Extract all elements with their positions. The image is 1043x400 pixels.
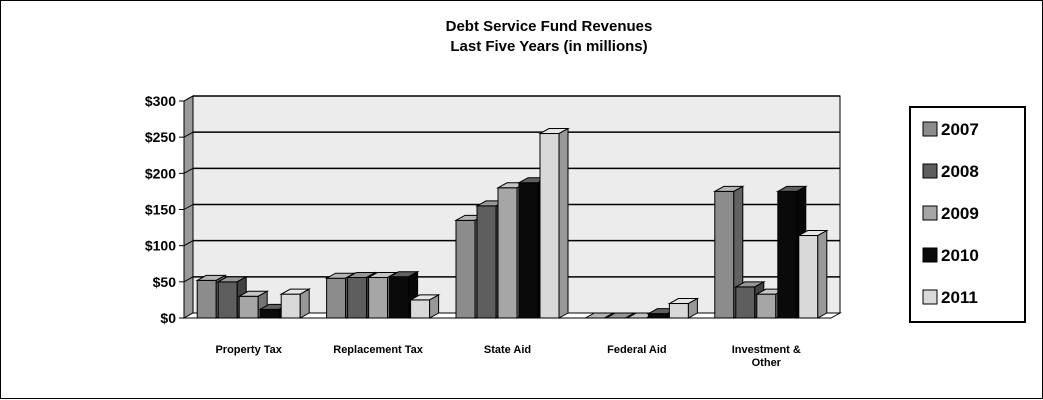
chart-title-line: Debt Service Fund Revenues <box>446 18 653 35</box>
legend-swatch <box>923 122 937 136</box>
legend-swatch <box>923 290 937 304</box>
bar-front <box>715 191 734 318</box>
bar <box>281 289 309 318</box>
bar-front <box>348 277 367 318</box>
legend-label: 2009 <box>941 204 979 223</box>
bar-front <box>369 277 388 318</box>
bar-front <box>540 134 559 318</box>
bar-front <box>456 220 475 318</box>
bar-front <box>281 294 300 318</box>
ytick-label: $200 <box>145 165 176 181</box>
bar-front <box>390 277 409 318</box>
ytick-label: $0 <box>160 310 176 326</box>
bar-front <box>757 294 776 318</box>
chart-title-line: Last Five Years (in millions) <box>450 38 647 55</box>
ytick-label: $300 <box>145 93 176 109</box>
bar-front <box>498 188 517 318</box>
bar <box>799 231 827 318</box>
bar-front <box>669 304 688 318</box>
bar-front <box>648 314 667 318</box>
legend-label: 2010 <box>941 246 979 265</box>
bar-front <box>477 206 496 318</box>
legend-swatch <box>923 206 937 220</box>
xtick-label: State Aid <box>484 344 531 356</box>
bar-side <box>559 129 568 318</box>
ytick-label: $100 <box>145 238 176 254</box>
bar-side <box>300 289 309 318</box>
ytick-label: $150 <box>145 202 176 218</box>
xtick-label: Federal Aid <box>607 344 667 356</box>
xtick-label: Replacement Tax <box>333 344 424 356</box>
xtick-label: Property Tax <box>215 344 282 356</box>
xtick-label: Investment & <box>732 344 801 356</box>
legend-label: 2007 <box>941 120 979 139</box>
bar <box>540 129 568 318</box>
ytick-label: $250 <box>145 129 176 145</box>
legend-label: 2011 <box>941 288 978 307</box>
bar-side <box>818 231 827 318</box>
ytick-label: $50 <box>153 274 177 290</box>
bar-front <box>218 282 237 318</box>
bar-front <box>327 278 346 318</box>
bar-front <box>411 300 430 318</box>
bar-front <box>778 191 797 318</box>
legend-swatch <box>923 248 937 262</box>
bar-front <box>736 287 755 318</box>
xtick-label: Other <box>752 357 782 369</box>
bar-front <box>197 280 216 318</box>
legend-label: 2008 <box>941 162 979 181</box>
bar-front <box>239 296 258 318</box>
bar-front <box>799 236 818 318</box>
legend-swatch <box>923 164 937 178</box>
bar <box>411 295 439 318</box>
bar <box>669 299 697 318</box>
bar-front <box>519 183 538 318</box>
bar-front <box>260 309 279 318</box>
